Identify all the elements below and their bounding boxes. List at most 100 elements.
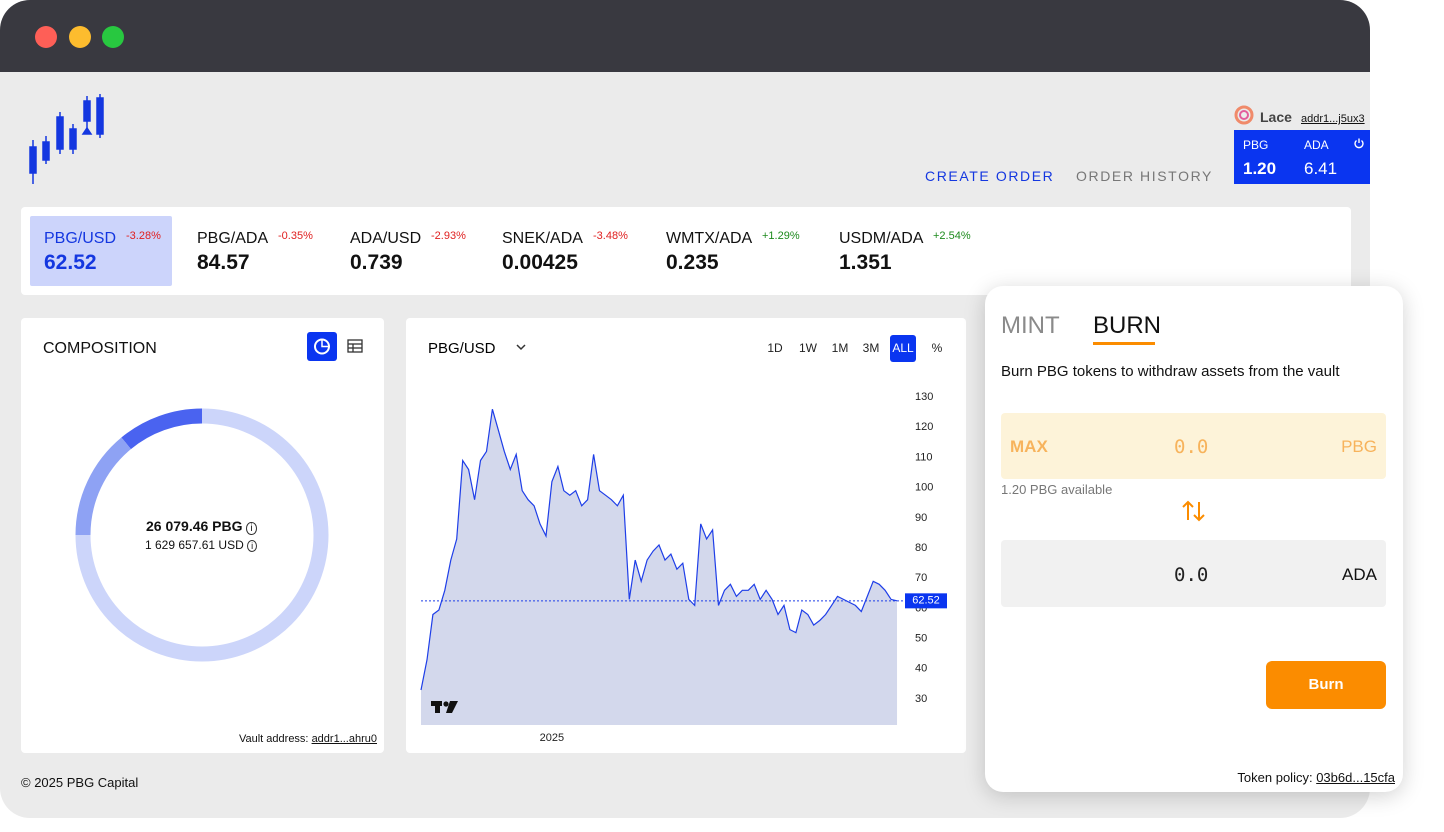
timeframe-button[interactable]: 1W — [799, 341, 818, 355]
balance-asset: ADA — [1304, 138, 1329, 152]
description: Burn PBG tokens to withdraw assets from … — [1001, 363, 1340, 380]
nav-link[interactable]: ORDER HISTORY — [1076, 168, 1213, 184]
ticker[interactable]: PBG/USD -3.28% 62.52 — [30, 216, 172, 286]
ticker[interactable]: USDM/ADA +2.54% 1.351 — [825, 216, 971, 286]
last-price-tag — [905, 593, 947, 609]
y-tick-label: 80 — [915, 542, 927, 554]
ticker-pair: PBG/USD — [44, 230, 117, 247]
timeframe-button[interactable]: 3M — [863, 341, 880, 355]
ticker-price: 0.235 — [666, 251, 719, 274]
donut-segment — [121, 408, 203, 450]
timeframe-active-bg — [890, 335, 916, 362]
ticker-pair: PBG/ADA — [197, 230, 269, 247]
ticker-price: 0.739 — [350, 251, 403, 274]
timeframe-button[interactable]: % — [932, 341, 943, 355]
balance-amount: 6.41 — [1304, 159, 1338, 178]
timeframe-button[interactable]: ALL — [892, 341, 914, 355]
y-tick-label: 100 — [915, 482, 933, 494]
price-area — [421, 409, 898, 725]
price-line — [420, 409, 898, 691]
y-tick-label: 30 — [915, 693, 927, 705]
timeframe-button[interactable]: 1M — [832, 341, 849, 355]
ticker-change: -2.93% — [431, 230, 466, 242]
ticker-price: 1.351 — [839, 251, 892, 274]
table-view-button[interactable] — [347, 339, 363, 353]
ticker-change: -0.35% — [278, 230, 313, 242]
panel-title: COMPOSITION — [43, 340, 157, 357]
donut-segment — [75, 437, 132, 536]
tradingview-logo — [431, 701, 458, 713]
total-pbg-value: 26 079.46 PBG — [146, 518, 243, 534]
ticker-price: 0.00425 — [502, 251, 578, 274]
composition-panel: COMPOSITION 26 079.46 PBG i 1 629 657.61… — [21, 318, 384, 753]
vault-link[interactable]: addr1...ahru0 — [311, 733, 377, 745]
close-button[interactable] — [35, 26, 57, 48]
logo[interactable] — [26, 92, 108, 187]
composition-donut — [75, 408, 329, 662]
chart-title[interactable]: PBG/USD — [428, 340, 496, 357]
balance-amount: 1.20 — [1243, 159, 1277, 178]
input-amount[interactable]: 0.0 — [1174, 436, 1209, 458]
nav-link[interactable]: CREATE ORDER — [925, 168, 1055, 184]
burn-input[interactable]: MAX 0.0 PBG — [1001, 413, 1386, 479]
disconnect-icon[interactable] — [1353, 137, 1365, 149]
wallet-name: Lace — [1260, 109, 1292, 125]
y-tick-label: 130 — [915, 391, 933, 403]
ticker-change: +1.29% — [762, 230, 800, 242]
ticker[interactable]: SNEK/ADA -3.48% 0.00425 — [488, 216, 630, 286]
tab-underline — [1093, 342, 1155, 345]
wallet-icon — [1234, 105, 1254, 125]
burn-button[interactable]: Burn — [1266, 661, 1386, 709]
last-price-label: 62.52 — [912, 595, 940, 607]
ticker[interactable]: ADA/USD -2.93% 0.739 — [336, 216, 478, 286]
y-tick-label: 110 — [915, 451, 933, 463]
burn-panel: MINT BURN Burn PBG tokens to withdraw as… — [985, 286, 1403, 792]
output-amount: 0.0 — [1174, 564, 1209, 586]
tab-mint[interactable]: MINT — [1001, 312, 1060, 339]
output-asset: ADA — [1342, 565, 1377, 584]
ticker-pair: USDM/ADA — [839, 230, 924, 247]
input-asset: PBG — [1341, 437, 1377, 456]
minimize-button[interactable] — [69, 26, 91, 48]
ticker-pair: WMTX/ADA — [666, 230, 753, 247]
ticker[interactable]: PBG/ADA -0.35% 84.57 — [183, 216, 325, 286]
policy-label: Token policy: — [1237, 770, 1313, 785]
ticker[interactable]: WMTX/ADA +1.29% 0.235 — [652, 216, 800, 286]
vault-address: Vault address: addr1...ahru0 — [239, 733, 377, 745]
ticker-price: 62.52 — [44, 251, 97, 274]
tab-burn[interactable]: BURN — [1093, 312, 1162, 339]
chart-panel: PBG/USD 30 40 50 60 70 80 90 100 110 120 130 2025 62… — [406, 318, 966, 753]
y-tick-label: 120 — [915, 421, 933, 433]
total-usd: 1 629 657.61 USD i — [145, 538, 258, 552]
footer: © 2025 PBG Capital — [21, 775, 139, 790]
pair-dropdown[interactable] — [516, 344, 526, 351]
ticker-change: -3.48% — [593, 230, 628, 242]
token-policy: Token policy: 03b6d...15cfa — [1237, 770, 1395, 785]
timeframe-button[interactable]: 1D — [767, 341, 783, 355]
ticker-strip: PBG/USD -3.28% 62.52 PBG/ADA -0.35% 84.57 ADA/… — [21, 207, 1351, 295]
total-pbg: 26 079.46 PBG i — [146, 518, 257, 535]
swap-icon[interactable] — [1180, 498, 1208, 524]
donut-segment — [75, 408, 329, 662]
ticker-change: -3.28% — [126, 230, 161, 242]
balance-asset: PBG — [1243, 138, 1269, 152]
vault-label: Vault address: — [238, 733, 309, 745]
ticker-pair: ADA/USD — [350, 230, 422, 247]
y-tick-label: 50 — [915, 633, 927, 645]
ticker-price: 84.57 — [197, 251, 250, 274]
view-toggle — [307, 332, 363, 361]
ticker-change: +2.54% — [933, 230, 971, 242]
zoom-button[interactable] — [102, 26, 124, 48]
available-balance: 1.20 PBG available — [1001, 482, 1113, 497]
price-chart: PBG/USD 30405060708090100110120130202562… — [420, 335, 947, 744]
burn-output: 0.0 ADA — [1001, 540, 1386, 607]
policy-link[interactable]: 03b6d...15cfa — [1316, 770, 1395, 785]
y-tick-label: 70 — [915, 572, 927, 584]
title-bar — [0, 0, 1370, 72]
y-tick-label: 40 — [915, 663, 927, 675]
max-button[interactable]: MAX — [1010, 437, 1048, 456]
wallet-balance-box: PBG ADA 1.20 6.41 — [1234, 130, 1370, 184]
wallet-address[interactable]: addr1...j5ux3 — [1301, 113, 1365, 125]
ticker-pair: SNEK/ADA — [502, 230, 583, 247]
total-usd-value: 1 629 657.61 USD — [145, 538, 244, 552]
